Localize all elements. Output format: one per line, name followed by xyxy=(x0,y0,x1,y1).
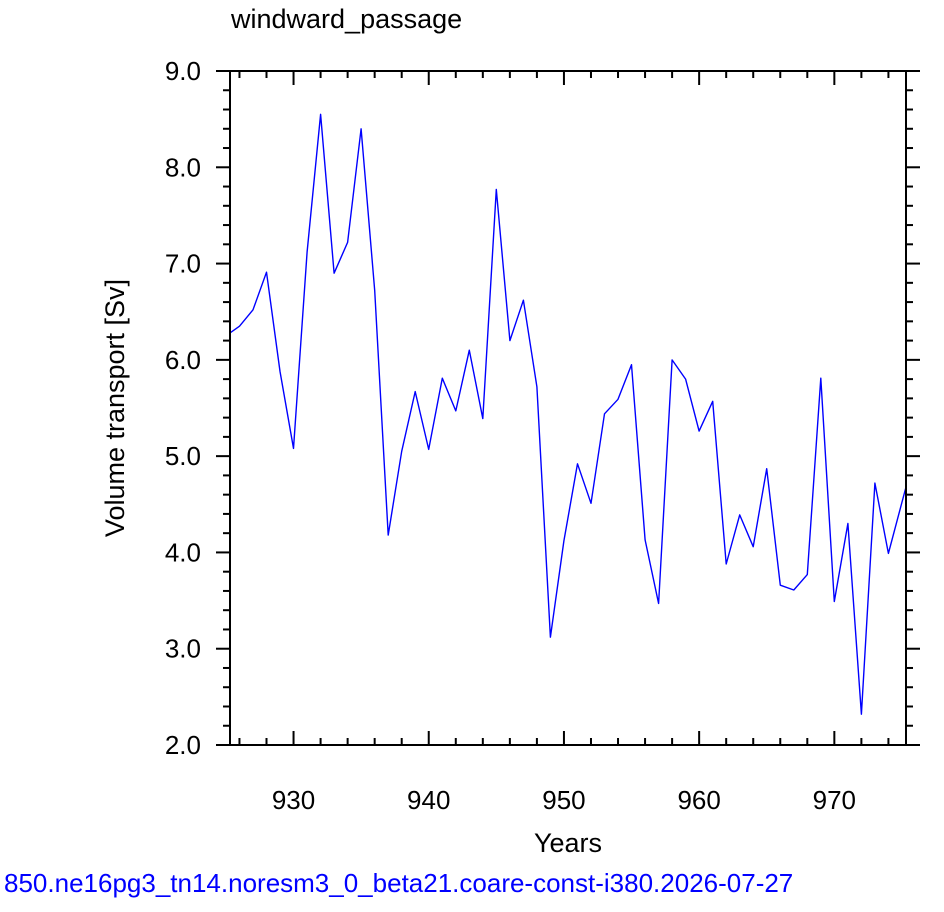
data-series-line xyxy=(229,113,907,715)
x-tick-label: 930 xyxy=(272,785,315,815)
plot-area xyxy=(229,70,907,746)
y-tick-label: 7.0 xyxy=(165,249,201,279)
x-tick-labels: 930 940 950 960 970 xyxy=(272,785,856,815)
footer-caption: 850.ne16pg3_tn14.noresm3_0_beta21.coare-… xyxy=(4,868,794,898)
x-tick-label: 950 xyxy=(542,785,585,815)
x-tick-label: 940 xyxy=(407,785,450,815)
y-tick-label: 2.0 xyxy=(165,730,201,760)
y-tick-label: 8.0 xyxy=(165,152,201,182)
y-tick-labels: 2.0 3.0 4.0 5.0 6.0 7.0 8.0 9.0 xyxy=(165,56,201,760)
y-tick-label: 4.0 xyxy=(165,537,201,567)
x-tick-label: 970 xyxy=(813,785,856,815)
y-tick-label: 5.0 xyxy=(165,441,201,471)
x-axis-label: Years xyxy=(534,828,602,858)
plot-frame xyxy=(229,70,907,746)
y-tick-label: 3.0 xyxy=(165,634,201,664)
y-tick-label: 9.0 xyxy=(165,56,201,86)
chart-title: windward_passage xyxy=(230,4,462,34)
y-tick-label: 6.0 xyxy=(165,345,201,375)
axis-ticks xyxy=(216,70,920,746)
x-tick-label: 960 xyxy=(677,785,720,815)
y-axis-label: Volume transport [Sv] xyxy=(100,279,130,537)
